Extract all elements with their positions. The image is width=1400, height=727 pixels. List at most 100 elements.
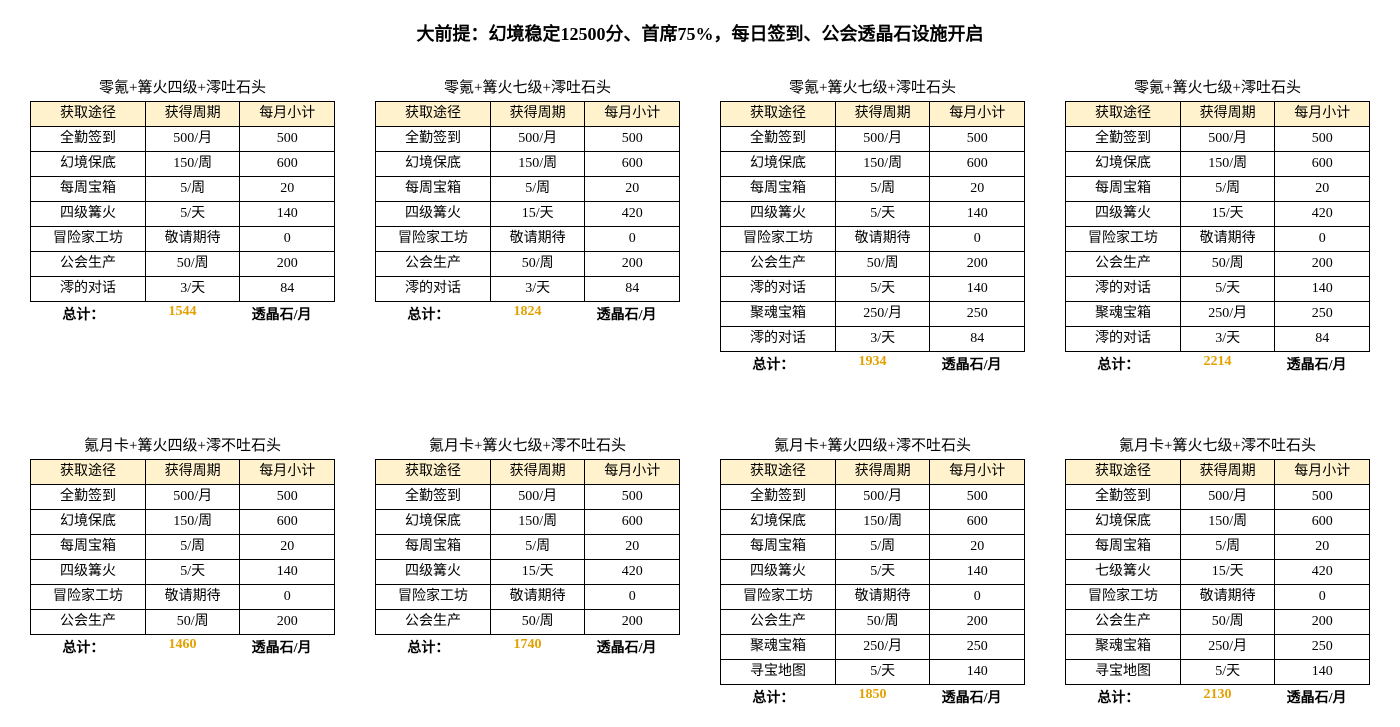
- table-cell: 20: [930, 177, 1025, 202]
- totals-unit: 透晶石/月: [918, 687, 1025, 707]
- table-cell: 澪的对话: [721, 277, 836, 302]
- table-cell: 50/周: [835, 252, 930, 277]
- table-cell: 0: [585, 227, 680, 252]
- table-cell: 5/周: [490, 535, 585, 560]
- table-cell: 200: [930, 610, 1025, 635]
- table-cell: 50/周: [835, 610, 930, 635]
- table-cell: 5/周: [145, 177, 240, 202]
- table-cell: 250/月: [835, 635, 930, 660]
- data-table: 获取途径获得周期每月小计全勤签到500/月500幻境保底150/周600每周宝箱…: [30, 101, 335, 302]
- table-row: 公会生产50/周200: [721, 252, 1025, 277]
- column-header: 获取途径: [376, 460, 491, 485]
- column-header: 每月小计: [240, 102, 335, 127]
- column-header: 每月小计: [240, 460, 335, 485]
- column-header: 获得周期: [145, 460, 240, 485]
- table-cell: 5/周: [145, 535, 240, 560]
- table-cell: 聚魂宝箱: [721, 302, 836, 327]
- column-header: 获得周期: [1180, 460, 1275, 485]
- table-cell: 250: [1275, 635, 1370, 660]
- table-cell: 200: [1275, 252, 1370, 277]
- table-cell: 140: [1275, 660, 1370, 685]
- table-row: 全勤签到500/月500: [1066, 127, 1370, 152]
- table-cell: 420: [1275, 202, 1370, 227]
- totals-unit: 透晶石/月: [573, 304, 680, 324]
- table-cell: 500/月: [1180, 485, 1275, 510]
- table-cell: 15/天: [490, 202, 585, 227]
- table-row: 澪的对话3/天84: [31, 277, 335, 302]
- table-cell: 140: [240, 202, 335, 227]
- table-cell: 150/周: [490, 152, 585, 177]
- column-header: 每月小计: [1275, 102, 1370, 127]
- table-cell: 澪的对话: [1066, 277, 1181, 302]
- table-row: 幻境保底150/周600: [1066, 152, 1370, 177]
- totals-unit: 透晶石/月: [228, 637, 335, 657]
- table-cell: 20: [1275, 535, 1370, 560]
- table-cell: 5/周: [490, 177, 585, 202]
- table-block: 氪月卡+篝火七级+澪不吐石头获取途径获得周期每月小计全勤签到500/月500幻境…: [375, 434, 680, 707]
- table-cell: 幻境保底: [31, 152, 146, 177]
- table-cell: 公会生产: [1066, 252, 1181, 277]
- table-cell: 250: [1275, 302, 1370, 327]
- table-cell: 600: [930, 152, 1025, 177]
- table-cell: 150/周: [145, 152, 240, 177]
- table-row: 每周宝箱5/周20: [376, 535, 680, 560]
- totals-value: 1934: [827, 354, 919, 374]
- column-header: 获取途径: [31, 460, 146, 485]
- table-row: 每周宝箱5/周20: [721, 177, 1025, 202]
- table-cell: 5/周: [835, 177, 930, 202]
- table-cell: 公会生产: [31, 252, 146, 277]
- table-cell: 5/天: [835, 202, 930, 227]
- column-header: 获取途径: [1066, 102, 1181, 127]
- table-cell: 敬请期待: [145, 227, 240, 252]
- table-cell: 寻宝地图: [721, 660, 836, 685]
- totals-value: 1850: [827, 687, 919, 707]
- table-row: 冒险家工坊敬请期待0: [1066, 227, 1370, 252]
- table-cell: 15/天: [490, 560, 585, 585]
- table-cell: 500/月: [1180, 127, 1275, 152]
- totals-row: 总计：2214透晶石/月: [1065, 354, 1370, 374]
- table-cell: 冒险家工坊: [376, 585, 491, 610]
- table-cell: 四级篝火: [31, 202, 146, 227]
- table-cell: 四级篝火: [721, 560, 836, 585]
- table-row: 全勤签到500/月500: [721, 485, 1025, 510]
- table-row: 全勤签到500/月500: [721, 127, 1025, 152]
- table-cell: 150/周: [490, 510, 585, 535]
- table-cell: 敬请期待: [1180, 227, 1275, 252]
- table-cell: 澪的对话: [1066, 327, 1181, 352]
- table-row: 全勤签到500/月500: [376, 485, 680, 510]
- table-cell: 3/天: [490, 277, 585, 302]
- table-row: 冒险家工坊敬请期待0: [376, 585, 680, 610]
- table-row: 七级篝火15/天420: [1066, 560, 1370, 585]
- table-cell: 5/天: [835, 277, 930, 302]
- table-cell: 15/天: [1180, 560, 1275, 585]
- table-cell: 50/周: [1180, 252, 1275, 277]
- table-cell: 5/周: [835, 535, 930, 560]
- table-cell: 50/周: [490, 610, 585, 635]
- table-cell: 150/周: [835, 152, 930, 177]
- totals-label: 总计：: [375, 304, 482, 324]
- table-row: 公会生产50/周200: [31, 252, 335, 277]
- table-cell: 500/月: [490, 127, 585, 152]
- table-cell: 全勤签到: [31, 127, 146, 152]
- table-cell: 公会生产: [721, 252, 836, 277]
- table-cell: 5/天: [1180, 277, 1275, 302]
- table-cell: 500: [585, 485, 680, 510]
- table-cell: 5/天: [1180, 660, 1275, 685]
- table-row: 公会生产50/周200: [721, 610, 1025, 635]
- table-row: 四级篝火5/天140: [31, 202, 335, 227]
- table-cell: 冒险家工坊: [1066, 585, 1181, 610]
- table-cell: 150/周: [1180, 152, 1275, 177]
- table-cell: 420: [1275, 560, 1370, 585]
- data-table: 获取途径获得周期每月小计全勤签到500/月500幻境保底150/周600每周宝箱…: [375, 459, 680, 635]
- table-cell: 20: [1275, 177, 1370, 202]
- table-cell: 公会生产: [31, 610, 146, 635]
- column-header: 获取途径: [721, 460, 836, 485]
- table-row: 每周宝箱5/周20: [376, 177, 680, 202]
- table-block: 氪月卡+篝火四级+澪不吐石头获取途径获得周期每月小计全勤签到500/月500幻境…: [720, 434, 1025, 707]
- table-row: 幻境保底150/周600: [721, 152, 1025, 177]
- table-cell: 幻境保底: [1066, 510, 1181, 535]
- table-cell: 5/天: [835, 560, 930, 585]
- table-row: 每周宝箱5/周20: [1066, 535, 1370, 560]
- totals-value: 2130: [1172, 687, 1264, 707]
- table-cell: 全勤签到: [1066, 127, 1181, 152]
